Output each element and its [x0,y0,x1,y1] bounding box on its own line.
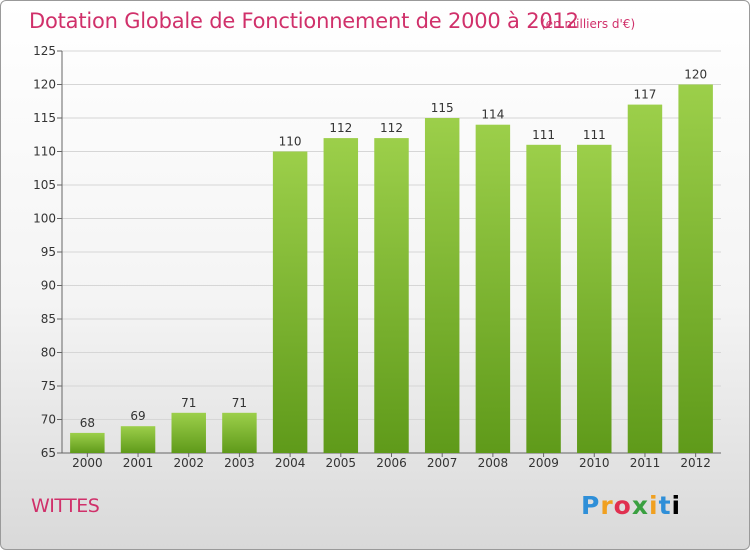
y-tick-label: 120 [33,78,56,92]
bar-2007 [424,118,460,453]
data-label-2005: 112 [329,121,352,135]
data-label-2003: 71 [232,396,247,410]
data-label-2001: 69 [130,409,145,423]
data-label-2007: 115 [431,101,454,115]
y-tick-label: 90 [41,279,56,293]
y-tick-label: 65 [41,446,56,460]
x-tick-label: 2002 [173,456,204,470]
proxiti-logo[interactable]: Proxiti [581,491,682,520]
x-tick-label: 2001 [123,456,154,470]
bar-2001 [120,426,156,453]
bar-2011 [627,104,663,453]
data-label-2009: 111 [532,128,555,142]
chart-title: Dotation Globale de Fonctionnement de 20… [29,9,579,33]
commune-name: WITTES [31,495,100,517]
y-tick-label: 70 [41,413,56,427]
y-tick-label: 110 [33,145,56,159]
y-tick-label: 125 [33,44,56,58]
x-tick-label: 2000 [72,456,103,470]
y-tick-label: 105 [33,178,56,192]
bar-2009 [526,144,561,454]
data-label-2000: 68 [80,416,95,430]
bar-2008 [475,124,511,453]
x-tick-label: 2012 [680,456,711,470]
data-label-2004: 110 [279,135,302,149]
bar-2003 [222,412,257,453]
y-tick-label: 85 [41,312,56,326]
x-tick-label: 2004 [275,456,306,470]
data-label-2012: 120 [684,68,707,82]
x-tick-label: 2007 [427,456,458,470]
bar-2005 [323,138,359,453]
y-tick-label: 80 [41,346,56,360]
y-tick-label: 115 [33,111,56,125]
x-tick-label: 2003 [224,456,255,470]
bar-2006 [374,138,409,453]
bar-2004 [272,151,308,453]
x-tick-label: 2009 [528,456,559,470]
y-tick-label: 75 [41,379,56,393]
data-label-2002: 71 [181,396,196,410]
x-tick-label: 2010 [579,456,610,470]
bar-2000 [70,432,105,453]
bar-2010 [577,144,612,454]
data-label-2011: 117 [634,88,657,102]
x-tick-label: 2011 [630,456,661,470]
unit-note: (en milliers d'€) [541,17,636,31]
y-tick-label: 95 [41,245,56,259]
x-tick-label: 2006 [376,456,407,470]
bar-2002 [171,412,206,453]
data-label-2006: 112 [380,121,403,135]
y-tick-label: 100 [33,212,56,226]
x-tick-label: 2008 [478,456,509,470]
data-label-2008: 114 [481,108,504,122]
bar-2012 [678,84,713,453]
x-tick-label: 2005 [326,456,357,470]
data-label-2010: 111 [583,128,606,142]
